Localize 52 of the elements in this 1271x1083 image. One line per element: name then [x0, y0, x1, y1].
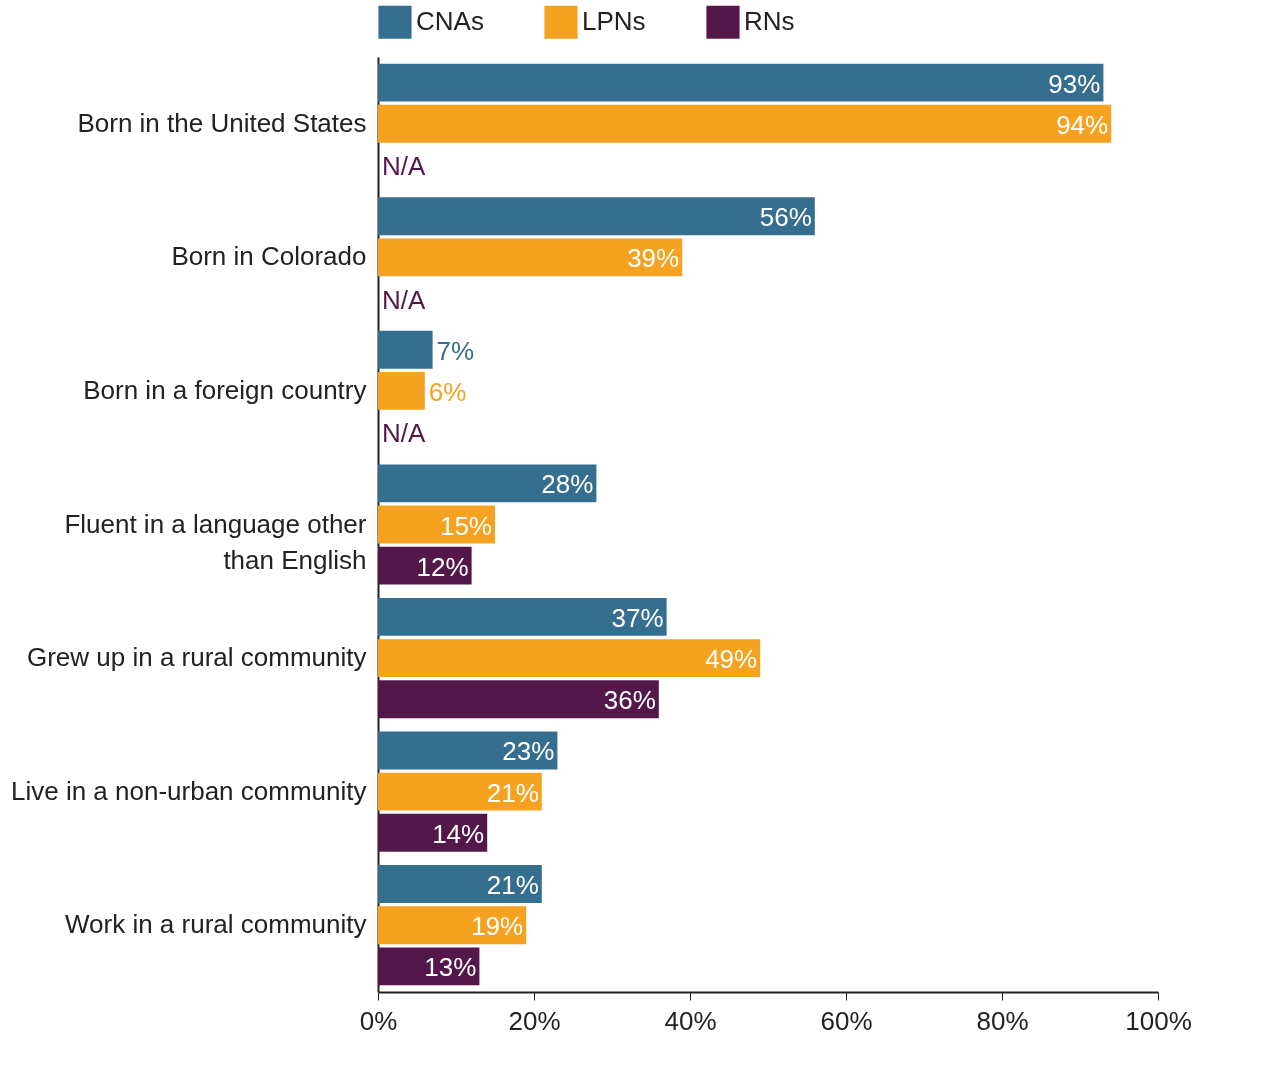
text: N/A [382, 150, 426, 181]
data-label: 14% [432, 818, 485, 849]
bar [378, 731, 558, 770]
bar [378, 865, 542, 903]
data-label: 19% [471, 911, 524, 942]
bar [378, 680, 659, 719]
legend-label: LPNs [582, 6, 646, 37]
legend-label: CNAs [416, 6, 484, 37]
data-label: 7% [436, 335, 475, 366]
bar [378, 772, 542, 811]
bar [378, 63, 1104, 102]
data-label: 39% [627, 243, 680, 274]
x-tick-label: 60% [820, 1005, 873, 1036]
y-tick-label: Live in a non-urban community [10, 775, 367, 806]
data-label: 37% [611, 602, 664, 633]
bar [378, 464, 597, 503]
data-label: 6% [428, 376, 467, 407]
data-label: 13% [424, 952, 477, 983]
legend-label: RNs [744, 6, 795, 37]
data-label: 49% [705, 644, 758, 675]
data-label: 12% [416, 551, 469, 582]
text: N/A [382, 418, 426, 449]
bar [378, 197, 815, 236]
bar [378, 639, 761, 678]
text: N/A [382, 284, 426, 315]
data-label: 56% [759, 202, 812, 233]
x-tick-label: 80% [976, 1005, 1029, 1036]
y-tick-label: Grew up in a rural community [26, 642, 367, 673]
data-label: 28% [541, 469, 594, 500]
bar [378, 597, 667, 636]
bar [378, 104, 1112, 143]
y-tick-label: Work in a rural community [65, 909, 367, 940]
data-label: 15% [439, 510, 492, 541]
bar [378, 238, 683, 277]
y-tick-label: Born in the United States [77, 107, 367, 138]
data-label: 21% [486, 777, 539, 808]
bar [378, 813, 488, 852]
y-tick-label: Born in Colorado [171, 241, 367, 272]
bar [378, 906, 527, 945]
x-tick-label: 0% [359, 1005, 398, 1036]
x-tick-label: 20% [508, 1005, 561, 1036]
bar [378, 371, 425, 410]
data-label: 36% [603, 685, 656, 716]
bar [378, 330, 433, 369]
data-label: 94% [1056, 109, 1109, 140]
data-label: 23% [502, 736, 555, 767]
data-label: 93% [1048, 68, 1101, 99]
y-tick-label: Born in a foreign country [83, 374, 367, 405]
y-tick-label: Fluent in a language other than English [64, 508, 367, 575]
x-tick-label: 40% [664, 1005, 717, 1036]
x-tick-label: 100% [1125, 1005, 1192, 1036]
data-label: 21% [486, 870, 539, 901]
